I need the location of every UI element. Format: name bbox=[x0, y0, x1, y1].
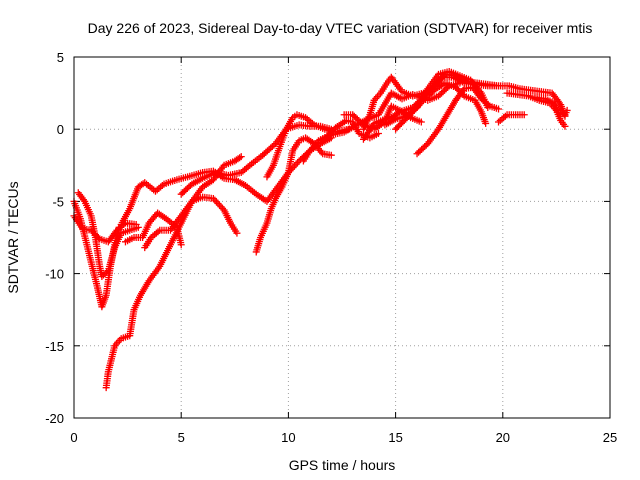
series-arc-8 bbox=[177, 121, 335, 198]
series-arc-11 bbox=[299, 117, 382, 165]
x-axis-label: GPS time / hours bbox=[289, 457, 396, 473]
data-point bbox=[327, 151, 335, 159]
series-arc-10 bbox=[263, 111, 352, 181]
series-arc-21 bbox=[531, 93, 571, 119]
data-point bbox=[438, 74, 446, 82]
series-arc-19 bbox=[495, 111, 528, 126]
data-point bbox=[236, 154, 244, 162]
data-point bbox=[561, 122, 569, 130]
data-points bbox=[70, 67, 571, 392]
data-point bbox=[94, 234, 102, 241]
data-point bbox=[412, 105, 420, 113]
data-point bbox=[219, 204, 227, 212]
data-point bbox=[132, 221, 140, 229]
y-tick-label: -5 bbox=[52, 194, 64, 209]
data-point bbox=[410, 106, 418, 114]
x-tick-label: 10 bbox=[281, 430, 295, 445]
data-point bbox=[495, 105, 503, 113]
series-arc-18 bbox=[413, 83, 503, 158]
data-point bbox=[215, 201, 223, 209]
series-arc-7 bbox=[141, 193, 241, 252]
data-point bbox=[416, 100, 424, 108]
data-point bbox=[233, 229, 241, 237]
data-point bbox=[415, 101, 423, 109]
y-tick-label: 5 bbox=[57, 50, 64, 65]
series-arc-15 bbox=[359, 70, 569, 133]
data-point bbox=[413, 103, 421, 111]
data-point bbox=[294, 159, 302, 167]
data-point bbox=[237, 153, 245, 161]
data-point bbox=[374, 130, 382, 138]
data-point bbox=[211, 196, 219, 204]
data-point bbox=[292, 160, 300, 168]
data-point bbox=[409, 108, 417, 116]
y-tick-label: 0 bbox=[57, 122, 64, 137]
tick-labels: 0 5 10 15 20 25 -20 -15 -10 -5 0 5 bbox=[45, 50, 617, 445]
y-tick-label: -15 bbox=[45, 339, 64, 354]
chart-title: Day 226 of 2023, Sidereal Day-to-day VTE… bbox=[88, 20, 593, 36]
series-arc-17 bbox=[392, 79, 490, 133]
x-tick-label: 5 bbox=[178, 430, 185, 445]
series-arc-3 bbox=[70, 212, 140, 246]
plot-border bbox=[73, 56, 611, 419]
data-point bbox=[212, 198, 220, 206]
y-tick-label: -10 bbox=[45, 267, 64, 282]
x-tick-label: 0 bbox=[70, 430, 77, 445]
x-tick-label: 20 bbox=[496, 430, 510, 445]
data-point bbox=[103, 268, 111, 276]
data-point bbox=[417, 118, 425, 126]
data-point bbox=[177, 241, 185, 249]
series-arc-4 bbox=[102, 153, 245, 392]
data-point bbox=[214, 199, 222, 207]
data-point bbox=[217, 203, 225, 211]
y-axis-label: SDTVAR / TECUs bbox=[5, 181, 21, 293]
data-point bbox=[418, 98, 426, 106]
data-point bbox=[520, 111, 528, 119]
x-tick-label: 25 bbox=[603, 430, 617, 445]
data-point bbox=[563, 106, 571, 114]
x-tick-label: 15 bbox=[388, 430, 402, 445]
data-point bbox=[209, 195, 217, 203]
series-arc-9 bbox=[252, 134, 335, 256]
y-tick-label: -20 bbox=[45, 411, 64, 426]
data-point bbox=[482, 119, 490, 127]
